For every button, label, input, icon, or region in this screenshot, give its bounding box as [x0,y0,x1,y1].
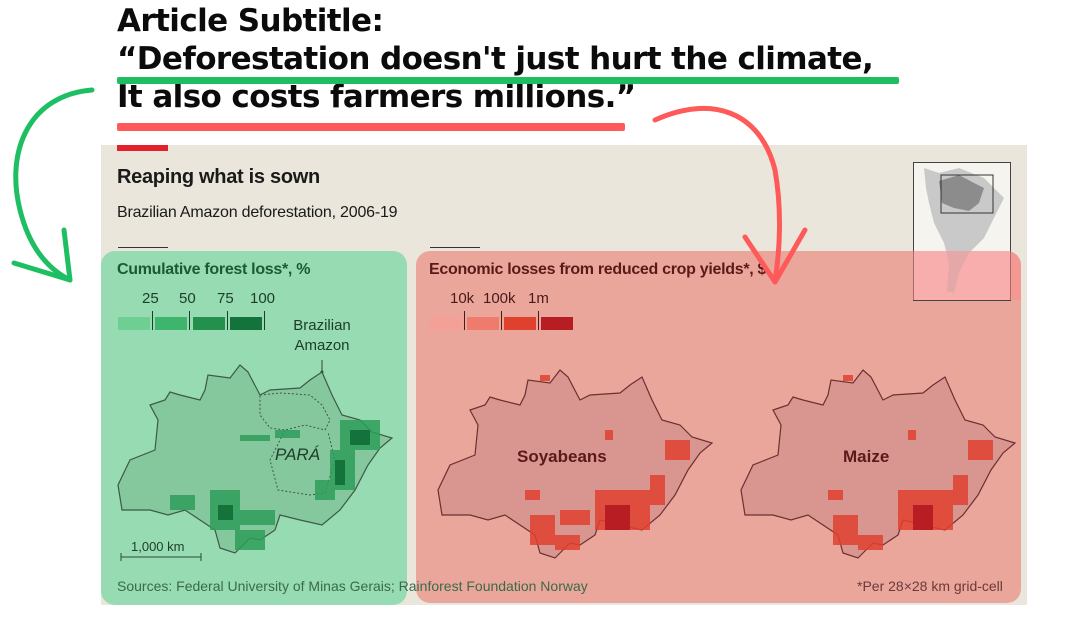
panel-rule-left [118,247,168,248]
para-state-label: PARÁ [275,445,321,464]
green-arrow-icon [11,87,95,283]
infographic-title: Reaping what is sown [117,166,320,188]
south-america-locator-icon [924,168,1004,293]
legend-swatch [193,317,225,330]
forest-loss-title: Cumulative forest loss*, % [117,261,311,278]
region-label: Brazilian Amazon [293,317,351,354]
crop-loss-title: Economic losses from reduced crop yields… [429,261,767,278]
legend-tick-1m: 1m [528,290,549,307]
legend-swatch [155,317,187,330]
legend-tick-mark [538,311,539,330]
legend-tick-mark [152,311,153,330]
green-underline [117,77,899,84]
legend-tick-10k: 10k [450,290,475,307]
legend-tick-mark [501,311,502,330]
legend-swatch [230,317,262,330]
locator-red-highlight [913,251,1021,300]
legend-tick-mark [227,311,228,330]
scale-bar-label: 1,000 km [131,539,185,554]
legend-tick-mark [189,311,190,330]
sources-text: Sources: Federal University of Minas Ger… [117,578,588,594]
legend-tick-75: 75 [217,290,234,307]
maize-map [740,369,1017,559]
legend-tick-mark [264,311,265,330]
annotation-heading: Article Subtitle: [117,3,384,39]
legend-tick-100k: 100k [483,290,516,307]
annotation-quote-line1: “Deforestation doesn't just hurt the cli… [117,41,874,77]
red-underline [117,123,625,131]
legend-swatch [118,317,150,330]
legend-tick-50: 50 [179,290,196,307]
forest-loss-map [117,360,394,554]
annotation-headline: Article Subtitle: “Deforestation doesn't… [117,2,874,116]
soyabeans-map [437,369,714,559]
red-arrow-icon [652,105,808,285]
legend-tick-mark [464,311,465,330]
accent-tab [117,145,168,151]
footnote-text: *Per 28×28 km grid-cell [857,578,1003,594]
panel-rule-right [430,247,480,248]
legend-swatch [504,317,536,330]
legend-swatch [430,317,462,330]
scale-bar [120,553,202,561]
legend-tick-100: 100 [250,290,276,307]
legend-tick-25: 25 [142,290,159,307]
soyabeans-label: Soyabeans [517,447,607,466]
infographic-subtitle: Brazilian Amazon deforestation, 2006-19 [117,204,398,221]
maize-label: Maize [843,447,890,466]
legend-swatch [467,317,499,330]
annotation-quote-line2: It also costs farmers millions.” [117,79,636,115]
legend-swatch [541,317,573,330]
